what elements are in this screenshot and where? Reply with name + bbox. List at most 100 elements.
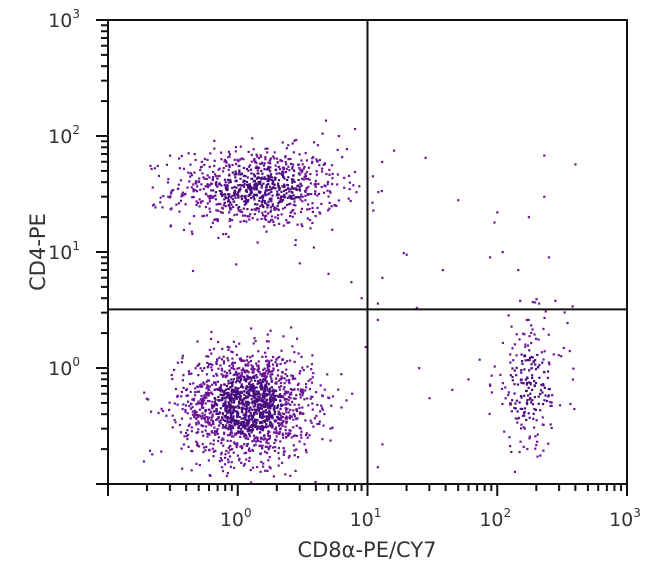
data-point: [248, 218, 251, 221]
data-point: [269, 373, 272, 376]
data-point: [316, 194, 319, 197]
data-point: [153, 167, 156, 170]
data-point: [245, 380, 248, 383]
data-point: [202, 214, 206, 218]
data-point: [278, 388, 281, 391]
data-point: [211, 414, 214, 417]
data-point: [199, 188, 202, 191]
data-point: [270, 377, 273, 380]
data-point: [300, 412, 303, 415]
data-point: [214, 182, 217, 185]
data-point: [291, 208, 295, 212]
data-point: [213, 401, 217, 404]
data-point: [519, 427, 523, 430]
data-point: [232, 435, 235, 438]
data-point: [177, 157, 181, 160]
data-point: [226, 178, 230, 181]
data-point: [507, 393, 510, 397]
data-point: [241, 411, 244, 414]
data-point: [249, 164, 252, 167]
data-point: [203, 177, 206, 180]
data-point: [306, 177, 310, 180]
data-point: [191, 413, 195, 416]
data-point: [306, 193, 310, 196]
data-point: [255, 408, 259, 411]
data-point: [239, 158, 242, 161]
data-point: [260, 407, 264, 410]
data-point: [171, 414, 174, 417]
data-point: [218, 459, 222, 463]
data-point: [221, 412, 224, 415]
data-point: [254, 166, 257, 170]
data-point: [199, 385, 203, 388]
data-point: [557, 354, 560, 357]
data-point: [233, 466, 236, 469]
data-point: [305, 170, 308, 174]
data-point: [240, 369, 243, 372]
data-point: [326, 189, 329, 192]
data-point: [195, 180, 198, 183]
data-point: [278, 432, 281, 435]
data-point: [547, 395, 550, 398]
data-point: [278, 165, 281, 168]
data-point: [273, 395, 276, 398]
data-point: [263, 176, 266, 179]
data-point: [282, 447, 285, 450]
data-point: [159, 201, 162, 204]
data-point: [223, 431, 226, 434]
data-point: [246, 355, 249, 358]
data-point: [535, 298, 538, 301]
data-point: [222, 418, 225, 421]
data-point: [235, 379, 239, 382]
data-point: [243, 378, 246, 381]
data-point: [270, 188, 273, 191]
data-point: [274, 431, 278, 434]
data-point: [289, 214, 292, 218]
data-point: [248, 418, 251, 421]
data-point: [230, 203, 233, 206]
data-point: [250, 376, 253, 380]
data-point: [255, 390, 259, 393]
data-point: [197, 363, 200, 366]
data-point: [262, 368, 265, 371]
data-point: [251, 440, 254, 443]
data-point: [267, 182, 270, 186]
data-point: [244, 397, 247, 400]
data-point: [255, 177, 258, 180]
data-point: [288, 454, 291, 458]
data-point: [241, 400, 244, 403]
data-point: [281, 412, 285, 415]
data-point: [285, 163, 288, 166]
data-point: [200, 415, 203, 418]
data-point: [244, 400, 247, 403]
data-point: [319, 410, 322, 413]
data-point: [371, 201, 374, 204]
data-point: [318, 420, 321, 423]
data-point: [201, 369, 204, 372]
data-point: [279, 197, 282, 200]
data-point: [299, 390, 302, 393]
data-point: [246, 363, 249, 366]
data-point: [268, 387, 272, 390]
data-point: [519, 407, 522, 410]
data-point: [307, 185, 310, 188]
data-point: [256, 436, 259, 440]
data-point: [237, 196, 240, 199]
data-point: [200, 417, 203, 420]
data-point: [257, 207, 260, 210]
data-point: [240, 197, 244, 201]
data-point: [350, 281, 353, 284]
data-point: [263, 191, 267, 195]
data-point: [219, 419, 222, 422]
data-point: [488, 412, 491, 415]
data-point: [541, 416, 544, 419]
data-point: [265, 189, 268, 192]
data-point: [207, 365, 210, 368]
data-point: [208, 348, 211, 352]
data-point: [271, 218, 274, 222]
data-point: [529, 381, 532, 385]
data-point: [243, 403, 246, 406]
data-point: [208, 449, 211, 452]
data-point: [252, 371, 255, 374]
data-point: [316, 422, 319, 426]
